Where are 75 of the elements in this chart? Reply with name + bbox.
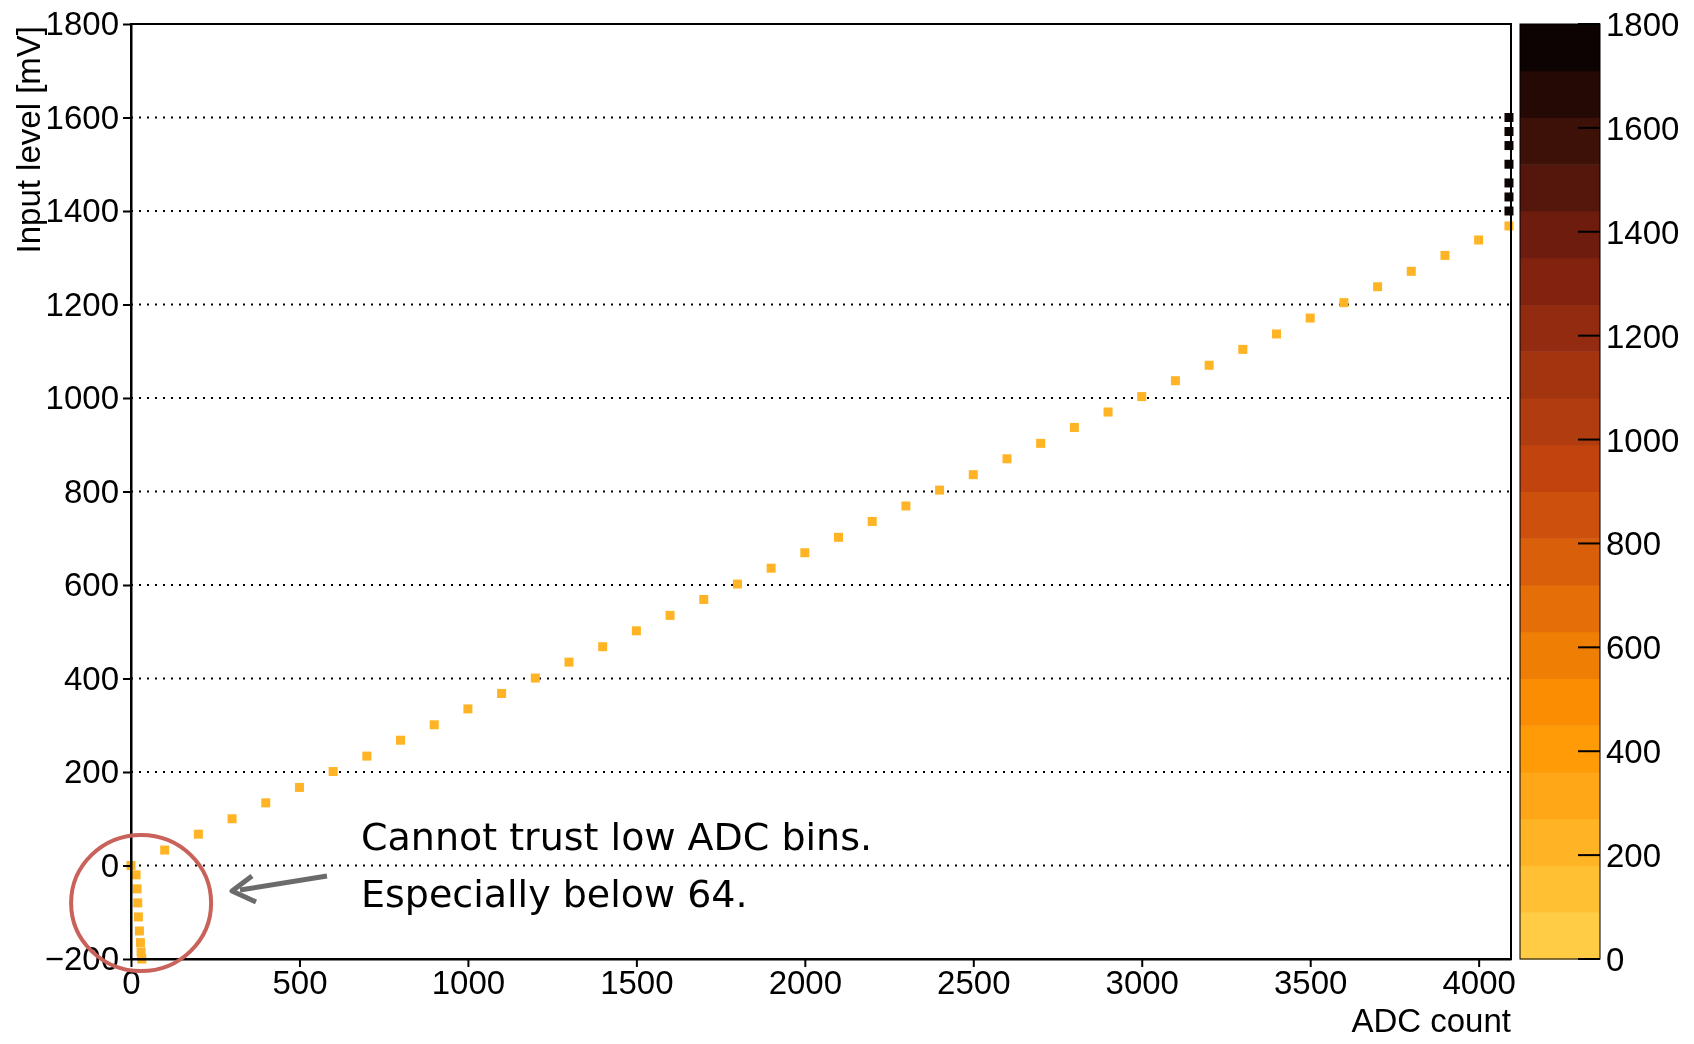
point [497, 688, 507, 698]
point [328, 767, 338, 777]
point [766, 563, 776, 573]
x-tick-label: 1500 [600, 964, 674, 1002]
point [665, 610, 675, 620]
point [530, 673, 540, 683]
point [463, 704, 473, 714]
color-bar-label: 800 [1606, 525, 1662, 563]
point [132, 884, 142, 894]
point [867, 516, 877, 526]
x-tick-label: 3000 [1105, 964, 1179, 1002]
point [834, 532, 844, 542]
y-tick-label: 1000 [45, 379, 119, 417]
color-bar-label: 1600 [1606, 109, 1680, 147]
point [396, 735, 406, 745]
y-tick-label: 1200 [45, 285, 119, 323]
point [133, 898, 143, 908]
point [800, 548, 810, 558]
point [193, 829, 203, 839]
point [227, 814, 237, 824]
point [1406, 266, 1416, 276]
point [901, 501, 911, 511]
point [134, 926, 144, 936]
x-axis-title: ADC count [1351, 1002, 1511, 1039]
point [631, 626, 641, 636]
point [732, 579, 742, 589]
point [294, 782, 304, 792]
x-tick-label: 2500 [937, 964, 1011, 1002]
y-tick-label: 600 [63, 566, 119, 604]
point [598, 642, 608, 652]
point [699, 594, 709, 604]
point [1272, 329, 1282, 339]
point [1170, 376, 1180, 386]
point [1305, 313, 1315, 323]
point [935, 485, 945, 495]
color-bar-label: 0 [1606, 941, 1625, 978]
point [133, 912, 143, 922]
y-tick-label: 0 [100, 846, 119, 884]
point [564, 657, 574, 667]
annotation: Especially below 64. [361, 872, 748, 916]
point [1373, 282, 1383, 292]
y-tick-label: 1600 [45, 98, 119, 136]
color-bar-label: 600 [1606, 629, 1662, 667]
point [1238, 344, 1248, 354]
point [1440, 250, 1450, 260]
color-bar-label: 1200 [1606, 317, 1680, 355]
annotation: Cannot trust low ADC bins. [361, 815, 873, 859]
point [968, 470, 978, 480]
point [1103, 407, 1113, 417]
point [1137, 392, 1147, 402]
y-tick-label: 800 [63, 472, 119, 510]
y-axis-title: Input level [mV] [10, 26, 47, 254]
color-bar-label: 200 [1606, 837, 1662, 875]
y-tick-label: 200 [63, 753, 119, 791]
color-bar-label: 1800 [1606, 6, 1680, 43]
color-bar-label: 400 [1606, 733, 1662, 771]
point [1002, 454, 1012, 464]
point [362, 751, 372, 761]
point [429, 720, 439, 730]
point [160, 845, 170, 855]
x-tick-label: 2000 [768, 964, 843, 1002]
color-bar-label: 1000 [1606, 421, 1680, 459]
point [1204, 360, 1214, 370]
x-tick-label: 500 [272, 964, 328, 1002]
point [1339, 298, 1349, 308]
color-bar-label: 1400 [1606, 213, 1680, 251]
point [1069, 422, 1079, 432]
y-tick-label: 400 [63, 659, 119, 697]
point [1036, 438, 1046, 448]
point [1474, 235, 1484, 245]
point [261, 798, 271, 808]
point [135, 938, 145, 948]
x-tick-label: 3500 [1273, 964, 1348, 1002]
x-tick-label: 1000 [431, 964, 506, 1002]
x-tick-label: 4000 [1442, 964, 1516, 1002]
